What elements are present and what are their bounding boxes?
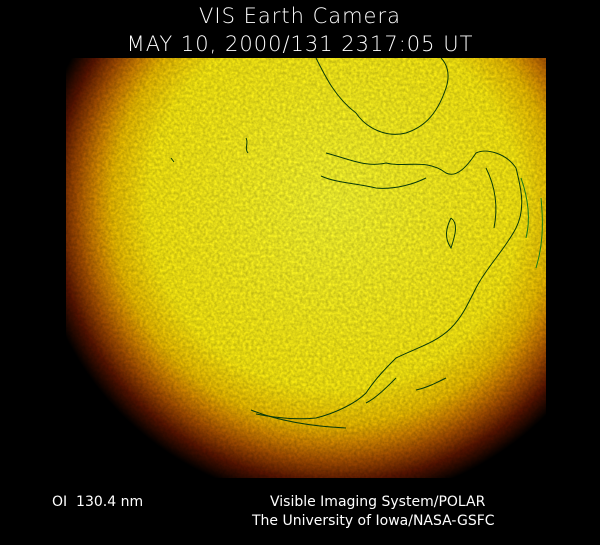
coastline-highlights [520,177,543,269]
image-noise [66,58,546,478]
filter-wavelength: OI 130.4 nm [52,494,144,510]
observation-timestamp: MAY 10, 2000/131 2317:05 UT [126,32,474,56]
earth-disk-svg [66,58,546,478]
coastlines [170,58,523,429]
earth-image [66,58,546,478]
camera-title: VIS Earth Camera [199,4,401,28]
instrument-credit: Visible Imaging System/POLAR [270,494,486,510]
institution-credit: The University of Iowa/NASA-GSFC [252,513,495,529]
